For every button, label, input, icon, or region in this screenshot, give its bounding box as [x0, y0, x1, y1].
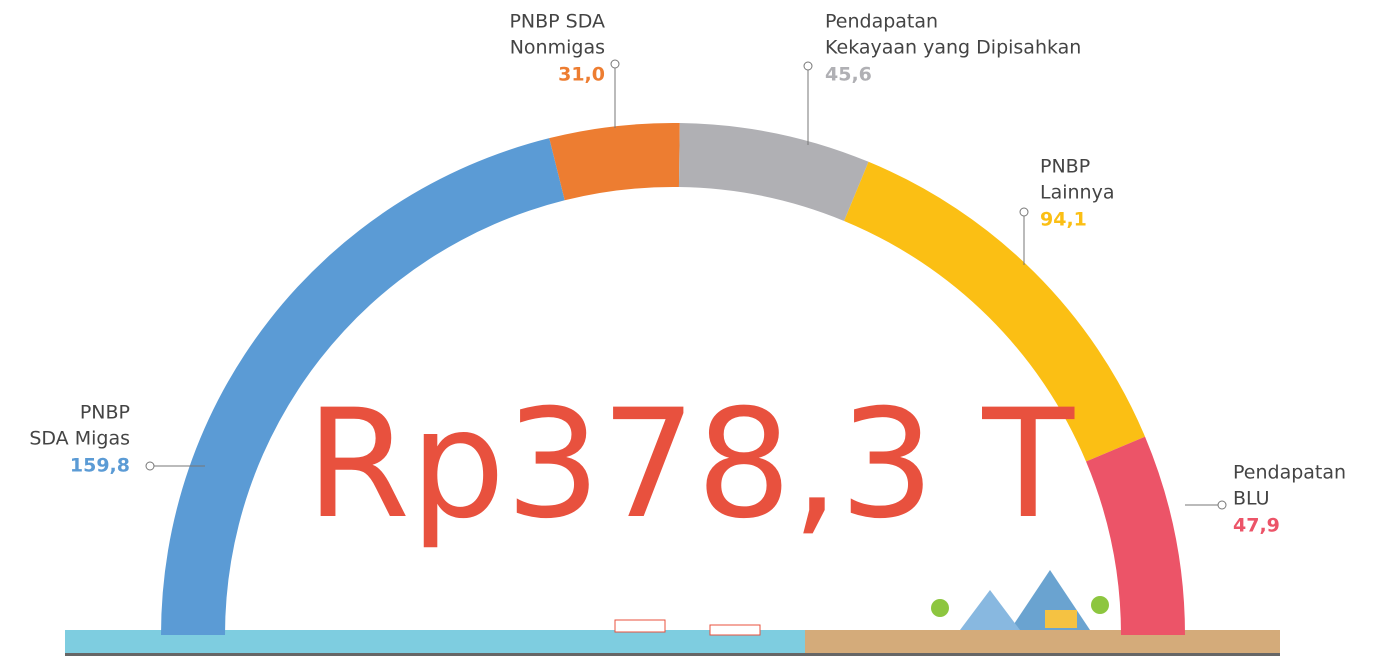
value-label: 31,0 — [558, 64, 605, 86]
boat — [709, 624, 761, 636]
mountain — [960, 590, 1020, 630]
segment-label: PNBP — [1040, 156, 1090, 178]
segment-label: Kekayaan yang Dipisahkan — [825, 37, 1081, 59]
segment-label: BLU — [1233, 488, 1270, 510]
building — [1045, 610, 1077, 628]
segment — [161, 138, 565, 635]
ground-line — [65, 653, 1280, 656]
segment-label: Pendapatan — [825, 11, 938, 33]
value-label: 94,1 — [1040, 209, 1087, 231]
value-label: 45,6 — [825, 64, 872, 86]
land — [805, 630, 1280, 655]
ground — [65, 570, 1280, 656]
segment — [549, 122, 680, 201]
segment-label: PNBP SDA — [509, 11, 605, 33]
boat — [614, 619, 666, 633]
tree — [1091, 596, 1109, 614]
connector-dot — [803, 61, 813, 71]
connector-dot — [1019, 207, 1029, 217]
connector-dot — [1217, 500, 1227, 510]
connector-dot — [610, 59, 620, 69]
segment-label: PNBP — [80, 402, 130, 424]
connector-dot — [145, 461, 155, 471]
segment — [1086, 436, 1185, 635]
tree — [931, 599, 949, 617]
value-label: 47,9 — [1233, 515, 1280, 537]
segment-label: Nonmigas — [510, 37, 605, 59]
segment-label: SDA Migas — [29, 428, 130, 450]
segment — [844, 161, 1146, 462]
segment-label: Pendapatan — [1233, 462, 1346, 484]
segment-label: Lainnya — [1040, 182, 1114, 204]
center-total: Rp378,3 T — [306, 378, 1076, 552]
segment — [678, 123, 869, 221]
value-label: 159,8 — [70, 455, 130, 477]
